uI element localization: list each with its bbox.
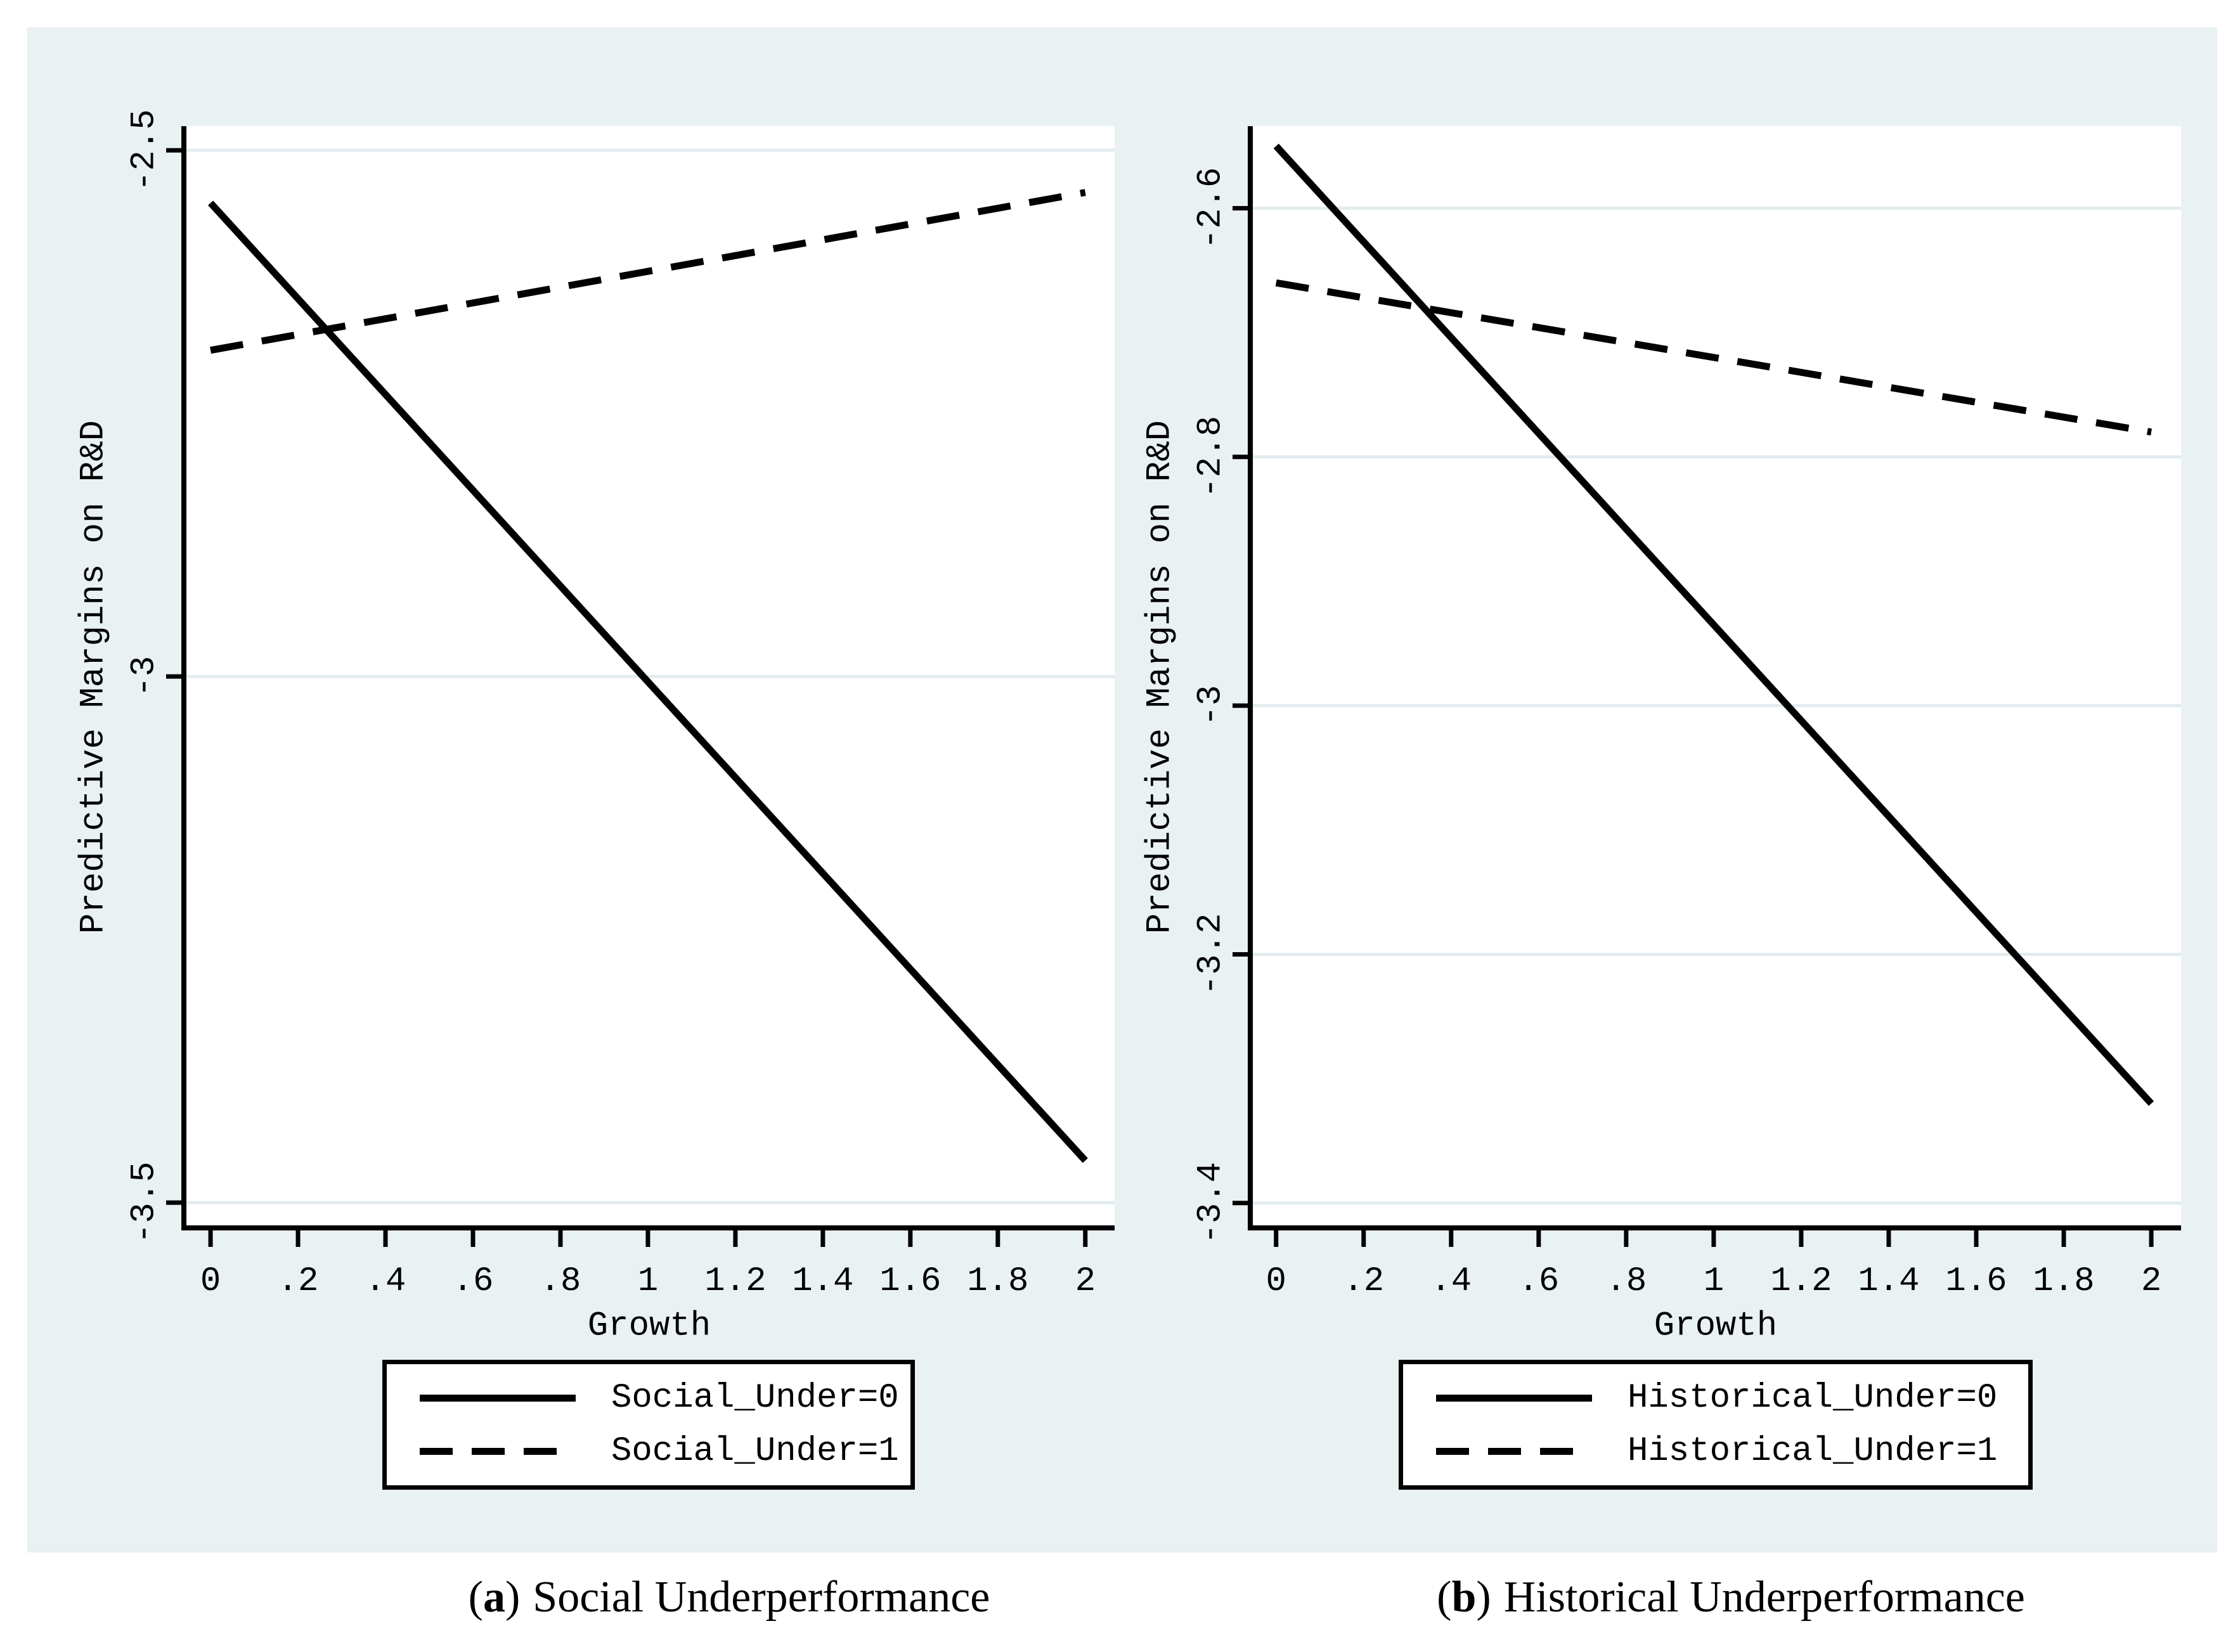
x-tick-label: 1.8 [2033, 1262, 2094, 1301]
caption-paren-open: ( [468, 1573, 483, 1622]
x-tick-label: .6 [1518, 1262, 1559, 1301]
caption-letter: a [482, 1573, 505, 1622]
legend-row: Historical_Under=1 [1403, 1432, 2028, 1471]
legend-label: Social_Under=0 [611, 1379, 899, 1417]
legend-row: Social_Under=0 [387, 1379, 910, 1417]
x-tick-label: .4 [1430, 1262, 1472, 1301]
x-tick-label: 1 [638, 1262, 658, 1301]
caption-text: Historical Underperformance [1503, 1573, 2025, 1622]
caption-text: Social Underperformance [533, 1573, 990, 1622]
x-tick-label: .8 [1605, 1262, 1647, 1301]
caption-panel-b: (b) Historical Underperformance [1437, 1572, 2025, 1623]
x-tick-label: 1.4 [792, 1262, 853, 1301]
x-tick-label: 1.6 [1945, 1262, 2007, 1301]
legend-row: Social_Under=1 [387, 1432, 910, 1471]
y-tick-label: -3.5 [126, 1161, 164, 1244]
y-axis-title-panel-a: Predictive Margins on R&D [74, 420, 113, 934]
x-axis-title-panel-a: Growth [587, 1307, 711, 1346]
solid-line-sample [1436, 1395, 1592, 1402]
x-tick-label: 2 [1075, 1262, 1096, 1301]
x-tick-label: .2 [1343, 1262, 1384, 1301]
y-tick-label: -2.8 [1192, 416, 1231, 498]
x-tick-label: 0 [1266, 1262, 1286, 1301]
y-axis-title-panel-b: Predictive Margins on R&D [1141, 420, 1180, 934]
y-tick-label: -3 [126, 656, 164, 697]
dashed-line-sample [1436, 1448, 1592, 1455]
x-tick-label: 1.2 [704, 1262, 766, 1301]
y-tick-label: -3.2 [1192, 913, 1231, 996]
x-tick-label: .8 [540, 1262, 581, 1301]
x-tick-label: 1.6 [879, 1262, 941, 1301]
caption-paren-close: ) [505, 1573, 521, 1622]
x-tick-label: 0 [200, 1262, 221, 1301]
legend-panel-b: Historical_Under=0 Historical_Under=1 [1399, 1360, 2033, 1490]
caption-panel-a: (a) Social Underperformance [469, 1572, 990, 1623]
x-tick-label: 1.2 [1770, 1262, 1832, 1301]
caption-paren-open: ( [1437, 1573, 1452, 1622]
x-tick-label: 2 [2141, 1262, 2161, 1301]
x-tick-label: 1.4 [1858, 1262, 1919, 1301]
legend-label: Historical_Under=0 [1628, 1379, 1998, 1417]
x-tick-label: 1 [1704, 1262, 1724, 1301]
series-line-dashed [210, 189, 1086, 354]
y-tick-label: -2.6 [1192, 167, 1231, 250]
y-tick-label: -3 [1192, 685, 1231, 726]
caption-paren-close: ) [1476, 1573, 1491, 1622]
legend-label: Social_Under=1 [611, 1432, 899, 1471]
x-tick-label: .2 [278, 1262, 319, 1301]
plot-area [1250, 126, 2181, 1228]
x-tick-label: 1.8 [967, 1262, 1028, 1301]
dashed-line-sample [420, 1448, 576, 1455]
y-tick-label: -3.4 [1192, 1162, 1231, 1244]
x-tick-label: .4 [365, 1262, 406, 1301]
y-tick-label: -2.5 [126, 109, 164, 191]
series-line-solid [208, 200, 1088, 1163]
legend-label: Historical_Under=1 [1628, 1432, 1998, 1471]
series-line-solid [1273, 143, 2154, 1106]
caption-letter: b [1451, 1573, 1477, 1622]
legend-row: Historical_Under=0 [1403, 1379, 2028, 1417]
x-axis-title-panel-b: Growth [1654, 1307, 1778, 1346]
legend-panel-a: Social_Under=0 Social_Under=1 [382, 1360, 915, 1490]
x-tick-label: .6 [453, 1262, 494, 1301]
series-line-dashed [1275, 279, 2152, 436]
solid-line-sample [420, 1395, 576, 1402]
